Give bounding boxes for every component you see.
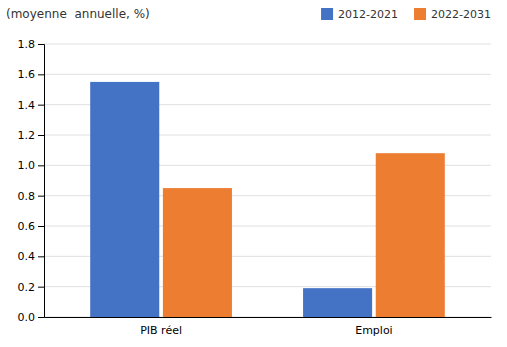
legend-item: 2012-2021 xyxy=(321,8,398,21)
tick-label: 0.0 xyxy=(18,311,36,324)
legend-label: 2012-2021 xyxy=(338,8,398,21)
bars xyxy=(90,82,445,317)
axis-line xyxy=(45,317,492,318)
y-axis-title: (moyenne annuelle, %) xyxy=(6,7,150,21)
legend-swatch xyxy=(321,8,333,20)
tick-label: 0.2 xyxy=(18,281,36,294)
tick: 0.4 xyxy=(18,250,45,263)
axis-line xyxy=(38,45,45,318)
legend-label: 2022-2031 xyxy=(431,8,491,21)
tick: 1.6 xyxy=(18,68,45,81)
x-axis: PIB réel Emploi xyxy=(45,318,492,337)
y-axis: 0.0 0.2 0.4 0.6 0.8 1.0 1.2 1.4 1.6 1.8 xyxy=(18,38,45,324)
tick: Emploi xyxy=(355,324,393,337)
tick-label: 1.4 xyxy=(18,99,36,112)
bar-series xyxy=(90,82,372,317)
tick: 1.2 xyxy=(18,129,45,142)
tick-mark xyxy=(38,165,44,166)
grid-line xyxy=(44,44,491,45)
tick-mark xyxy=(38,44,44,45)
tick-mark xyxy=(38,256,44,257)
tick: 0.2 xyxy=(18,281,45,294)
tick: PIB réel xyxy=(140,324,182,337)
grid-line xyxy=(44,74,491,75)
plot: 0.0 0.2 0.4 0.6 0.8 1.0 1.2 1.4 1.6 1.8 PIB réel Em… xyxy=(18,38,492,337)
tick: 0.6 xyxy=(18,220,45,233)
bar xyxy=(163,188,232,317)
tick: 1.0 xyxy=(18,159,45,172)
tick: 0.8 xyxy=(18,190,45,203)
tick-label: Emploi xyxy=(355,324,393,337)
tick-label: 1.2 xyxy=(18,129,36,142)
tick-label: 0.4 xyxy=(18,250,36,263)
tick-mark xyxy=(38,196,44,197)
tick-label: PIB réel xyxy=(140,324,182,337)
tick-mark xyxy=(38,105,44,106)
tick-label: 1.6 xyxy=(18,68,36,81)
tick: 0.0 xyxy=(18,311,45,324)
bar xyxy=(376,153,445,317)
legend-item: 2022-2031 xyxy=(414,8,491,21)
tick-label: 1.8 xyxy=(18,38,36,51)
tick-label: 0.6 xyxy=(18,220,36,233)
chart: 0.0 0.2 0.4 0.6 0.8 1.0 1.2 1.4 1.6 1.8 PIB réel Em… xyxy=(0,0,507,347)
tick: 1.8 xyxy=(18,38,45,51)
tick-mark xyxy=(38,287,44,288)
tick: 1.4 xyxy=(18,99,45,112)
bar-series xyxy=(163,153,445,317)
bar xyxy=(90,82,159,317)
bar xyxy=(303,288,372,317)
grid xyxy=(44,44,491,317)
legend-swatch xyxy=(414,8,426,20)
legend: 2012-2021 2022-2031 xyxy=(321,8,491,21)
tick-mark xyxy=(38,74,44,75)
tick-mark xyxy=(38,317,44,318)
tick-mark xyxy=(38,135,44,136)
tick-label: 0.8 xyxy=(18,190,36,203)
tick-label: 1.0 xyxy=(18,159,36,172)
tick-mark xyxy=(38,226,44,227)
